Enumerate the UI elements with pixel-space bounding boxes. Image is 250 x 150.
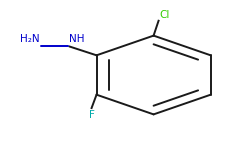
Text: NH: NH [69, 34, 85, 44]
Text: Cl: Cl [160, 10, 170, 20]
Text: F: F [89, 110, 94, 120]
Text: H₂N: H₂N [20, 34, 39, 44]
